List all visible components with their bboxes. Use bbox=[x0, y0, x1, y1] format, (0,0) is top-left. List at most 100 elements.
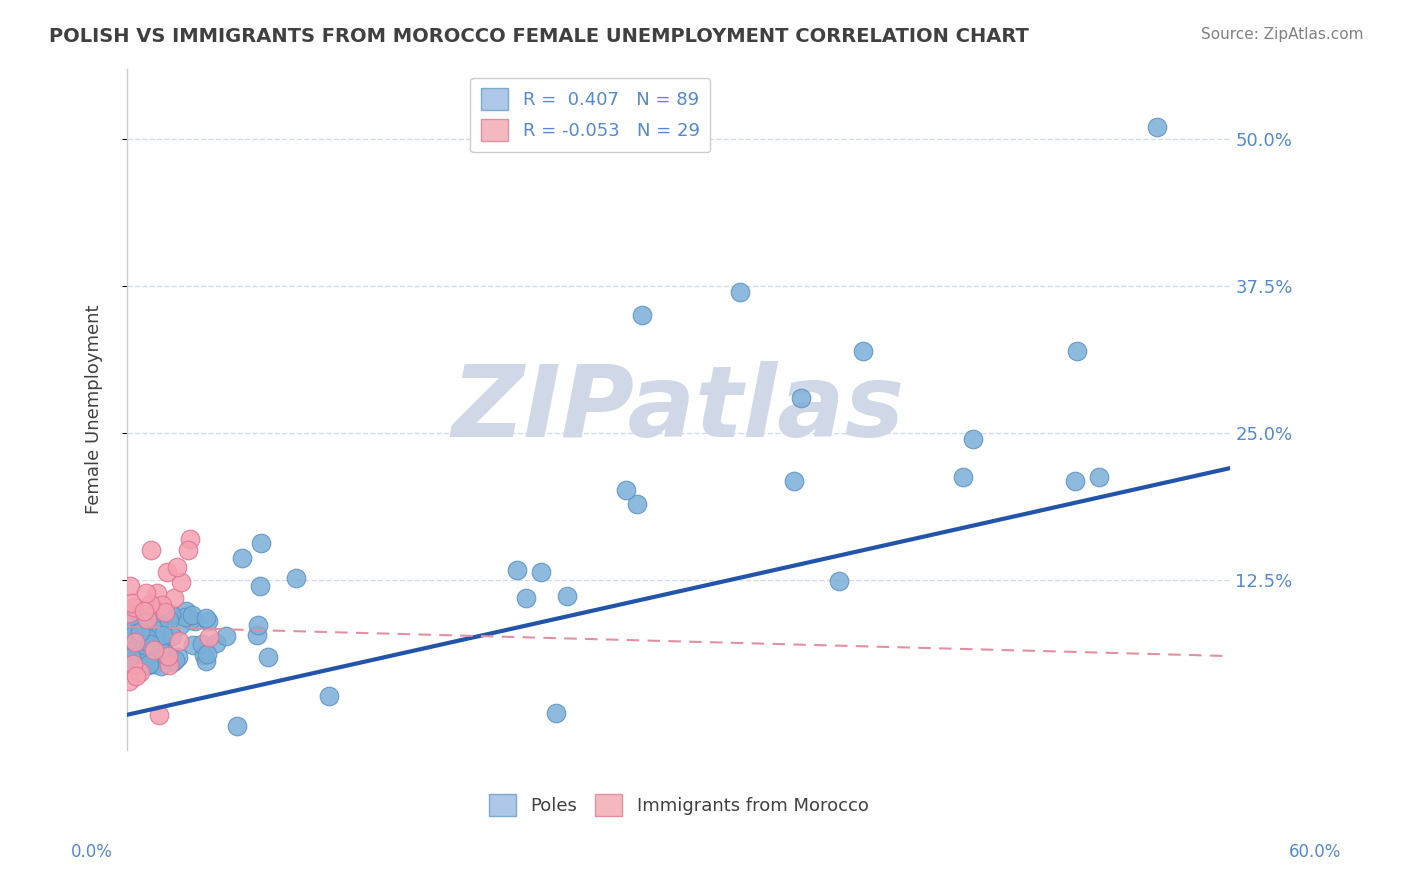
Point bbox=[166, 560, 188, 574]
Point bbox=[124, 635, 146, 649]
Point bbox=[195, 611, 218, 625]
Point bbox=[135, 631, 157, 645]
Point bbox=[135, 586, 157, 600]
Point bbox=[142, 646, 165, 660]
Legend: Poles, Immigrants from Morocco: Poles, Immigrants from Morocco bbox=[481, 787, 876, 822]
Point bbox=[197, 614, 219, 628]
Point bbox=[198, 630, 221, 644]
Point bbox=[121, 640, 143, 654]
Point bbox=[134, 610, 156, 624]
Point bbox=[165, 653, 187, 667]
Point bbox=[152, 628, 174, 642]
Point bbox=[1146, 120, 1168, 135]
Point bbox=[118, 631, 141, 645]
Point bbox=[246, 628, 269, 642]
Point bbox=[530, 565, 553, 579]
Point bbox=[215, 629, 238, 643]
Point bbox=[962, 433, 984, 447]
Point bbox=[179, 532, 201, 546]
Point bbox=[195, 648, 218, 662]
Point bbox=[177, 543, 200, 558]
Point bbox=[149, 623, 172, 637]
Point bbox=[555, 590, 578, 604]
Point bbox=[118, 674, 141, 689]
Point bbox=[118, 606, 141, 620]
Point bbox=[194, 654, 217, 668]
Point bbox=[124, 627, 146, 641]
Point bbox=[132, 604, 155, 618]
Text: Source: ZipAtlas.com: Source: ZipAtlas.com bbox=[1201, 27, 1364, 42]
Point bbox=[160, 629, 183, 643]
Point bbox=[249, 579, 271, 593]
Point bbox=[1066, 343, 1088, 358]
Point bbox=[143, 642, 166, 657]
Point bbox=[626, 497, 648, 511]
Point bbox=[851, 343, 873, 358]
Point bbox=[205, 635, 228, 649]
Point bbox=[129, 665, 152, 679]
Text: ZIPatlas: ZIPatlas bbox=[453, 360, 905, 458]
Point bbox=[148, 615, 170, 629]
Point bbox=[257, 649, 280, 664]
Point bbox=[132, 642, 155, 657]
Text: POLISH VS IMMIGRANTS FROM MOROCCO FEMALE UNEMPLOYMENT CORRELATION CHART: POLISH VS IMMIGRANTS FROM MOROCCO FEMALE… bbox=[49, 27, 1029, 45]
Point bbox=[181, 638, 204, 652]
Point bbox=[120, 650, 142, 665]
Point bbox=[505, 563, 527, 577]
Point bbox=[125, 669, 148, 683]
Point bbox=[156, 565, 179, 579]
Point bbox=[139, 637, 162, 651]
Point bbox=[952, 469, 974, 483]
Point bbox=[193, 648, 215, 663]
Point bbox=[138, 657, 160, 672]
Point bbox=[546, 706, 568, 721]
Point bbox=[125, 610, 148, 624]
Point bbox=[138, 598, 160, 612]
Point bbox=[121, 596, 143, 610]
Point bbox=[159, 608, 181, 623]
Point bbox=[127, 639, 149, 653]
Point bbox=[157, 649, 180, 664]
Point bbox=[141, 543, 163, 558]
Point bbox=[1088, 470, 1111, 484]
Point bbox=[169, 617, 191, 632]
Point bbox=[138, 657, 160, 672]
Point bbox=[136, 612, 159, 626]
Point bbox=[169, 634, 191, 648]
Point bbox=[614, 483, 637, 498]
Point bbox=[152, 642, 174, 657]
Point bbox=[132, 619, 155, 633]
Point bbox=[118, 611, 141, 625]
Point bbox=[149, 634, 172, 648]
Point bbox=[631, 308, 654, 322]
Point bbox=[318, 689, 340, 703]
Point bbox=[145, 586, 167, 600]
Point bbox=[246, 618, 269, 632]
Point bbox=[184, 614, 207, 628]
Point bbox=[828, 574, 851, 588]
Point bbox=[129, 624, 152, 639]
Point bbox=[155, 605, 177, 619]
Point bbox=[134, 638, 156, 652]
Point bbox=[148, 707, 170, 722]
Point bbox=[128, 638, 150, 652]
Point bbox=[120, 579, 142, 593]
Point bbox=[150, 598, 173, 612]
Point bbox=[162, 656, 184, 670]
Point bbox=[142, 657, 165, 671]
Point bbox=[180, 608, 202, 623]
Point bbox=[143, 603, 166, 617]
Point bbox=[515, 591, 537, 606]
Point bbox=[121, 657, 143, 672]
Point bbox=[1063, 475, 1085, 489]
Point bbox=[174, 604, 197, 618]
Text: 0.0%: 0.0% bbox=[70, 843, 112, 861]
Point bbox=[122, 659, 145, 673]
Point bbox=[118, 640, 141, 655]
Point bbox=[783, 475, 806, 489]
Point bbox=[170, 574, 193, 589]
Point bbox=[162, 591, 184, 605]
Point bbox=[157, 658, 180, 673]
Point bbox=[124, 599, 146, 614]
Point bbox=[231, 550, 253, 565]
